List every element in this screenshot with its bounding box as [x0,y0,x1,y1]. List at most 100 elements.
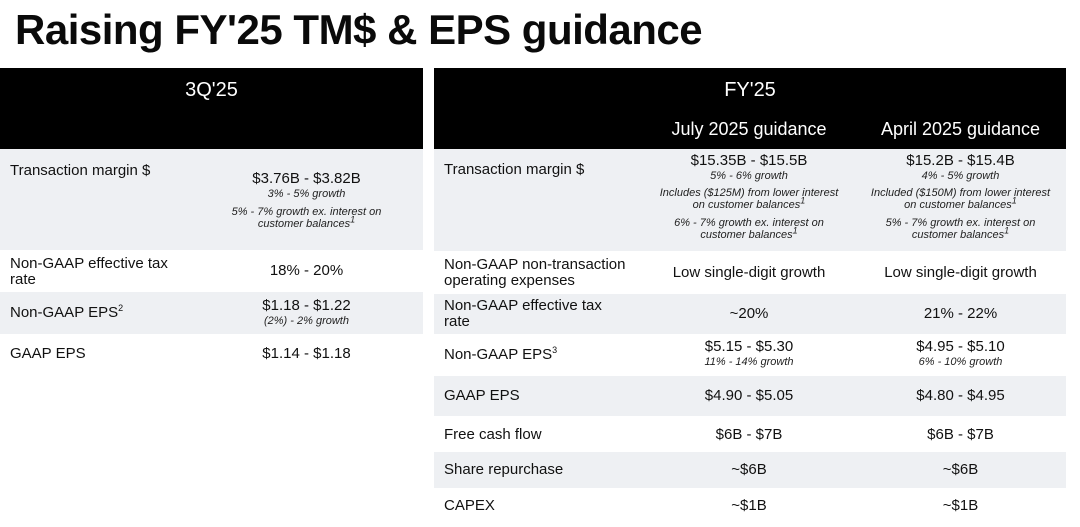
q3-row-non-gaap-eps: Non-GAAP EPS2 $1.18 - $1.22 (2%) - 2% gr… [0,292,423,334]
value-main: $4.80 - $4.95 [916,387,1005,404]
value-main: $1.18 - $1.22 [262,297,351,314]
value-growth: (2%) - 2% growth [264,315,349,327]
label-line2: rate [444,313,470,330]
value-growth: 11% - 14% growth [704,356,794,368]
fy-july-share-repurchase: ~$6B [644,460,854,479]
note-text: customer balances [911,229,1005,241]
label-text: Non-GAAP EPS [444,346,553,363]
row-label: Non-GAAP non-transaction operating expen… [444,257,626,289]
note-text: on customer balances [692,199,801,211]
fy-row-transaction-margin: Transaction margin $ $15.35B - $15.5B 5%… [434,149,1066,251]
value-note-line1: 5% - 7% growth ex. interest on [231,206,382,218]
footnote-1-marker: 1 [350,214,356,225]
value-main: 21% - 22% [923,305,998,322]
footnote-3-marker: 3 [552,345,558,355]
fy-july-transaction-margin: $15.35B - $15.5B 5% - 6% growth Includes… [644,151,854,241]
fy-april-share-repurchase: ~$6B [855,460,1066,479]
fy-april-capex: ~$1B [855,496,1066,515]
page-title: Raising FY'25 TM$ & EPS guidance [15,6,703,53]
label-line1: Non-GAAP effective tax [10,255,168,272]
row-label: Non-GAAP EPS2 [10,303,124,321]
value-main: $5.15 - $5.30 [704,338,794,355]
row-label: Non-GAAP EPS3 [444,345,558,363]
fy-july-non-gaap-eps: $5.15 - $5.30 11% - 14% growth [644,337,854,369]
q3-row-transaction-margin: Transaction margin $ $3.76B - $3.82B 3% … [0,149,423,250]
col-header-april: April 2025 guidance [880,119,1041,139]
note-line3: 6% - 7% growth ex. interest on [674,217,824,229]
fy-row-non-transaction-opex: Non-GAAP non-transaction operating expen… [434,251,1066,294]
q3-row-effective-tax: Non-GAAP effective tax rate 18% - 20% [0,250,423,292]
q3-gaap-eps-value: $1.14 - $1.18 [190,344,423,363]
note-line3: 5% - 7% growth ex. interest on [885,217,1036,229]
fy-april-transaction-margin: $15.2B - $15.4B 4% - 5% growth Included … [855,151,1066,241]
note-text: customer balances [257,218,351,230]
footnote-2-marker: 2 [118,303,124,313]
value-main: $3.76B - $3.82B [252,170,361,187]
fy-april-free-cash-flow: $6B - $7B [855,425,1066,444]
note-line1: Includes ($125M) from lower interest [659,187,839,199]
row-label: Transaction margin $ [10,162,151,179]
q3-non-gaap-eps-value: $1.18 - $1.22 (2%) - 2% growth [190,296,423,328]
fy-row-gaap-eps: GAAP EPS $4.90 - $5.05 $4.80 - $4.95 [434,376,1066,416]
row-label: GAAP EPS [10,345,86,362]
value-main: $15.2B - $15.4B [906,152,1015,169]
fy-april-non-transaction-opex: Low single-digit growth [855,263,1066,282]
row-label: GAAP EPS [444,387,520,404]
label-line1: Non-GAAP effective tax [444,297,602,314]
row-label: Non-GAAP effective tax rate [444,298,602,330]
label-line1: Non-GAAP non-transaction [444,256,626,273]
fy-row-share-repurchase: Share repurchase ~$6B ~$6B [434,452,1066,488]
row-label: Free cash flow [444,426,542,443]
note-line4: customer balances1 [644,226,854,241]
fy-july-free-cash-flow: $6B - $7B [644,425,854,444]
note-line1: Included ($150M) from lower interest [870,187,1051,199]
q3-transaction-margin-value: $3.76B - $3.82B 3% - 5% growth 5% - 7% g… [190,169,423,230]
note-line2: on customer balances1 [644,196,854,211]
value-growth: 4% - 5% growth [921,170,1000,182]
note-line4: customer balances1 [855,226,1066,241]
col-header-july: July 2025 guidance [671,119,827,139]
footnote-1-marker: 1 [1004,225,1010,236]
row-label: Share repurchase [444,461,564,478]
value-main: ~$1B [731,497,767,514]
fy-header: FY'25 July 2025 guidance April 2025 guid… [434,68,1066,149]
label-line2: rate [10,271,36,288]
row-label: CAPEX [444,497,495,514]
value-main: Low single-digit growth [884,264,1037,281]
fy-july-non-transaction-opex: Low single-digit growth [644,263,854,282]
label-text: Non-GAAP EPS [10,304,119,321]
q3-header: 3Q'25 [0,68,423,149]
note-line2: on customer balances1 [855,196,1066,211]
value-main: ~$6B [731,461,767,478]
fy-row-effective-tax: Non-GAAP effective tax rate ~20% 21% - 2… [434,294,1066,334]
fy-april-non-gaap-eps: $4.95 - $5.10 6% - 10% growth [855,337,1066,369]
fy-row-non-gaap-eps: Non-GAAP EPS3 $5.15 - $5.30 11% - 14% gr… [434,334,1066,376]
row-label: Transaction margin $ [444,161,585,178]
fy-april-effective-tax: 21% - 22% [855,304,1066,323]
fy-april-gaap-eps: $4.80 - $4.95 [855,386,1066,405]
fy-row-free-cash-flow: Free cash flow $6B - $7B $6B - $7B [434,416,1066,452]
fy-july-capex: ~$1B [644,496,854,515]
row-label: Non-GAAP effective tax rate [10,256,168,288]
value-note-line2: customer balances1 [190,215,423,230]
q3-guidance-panel: 3Q'25 Transaction margin $ $3.76B - $3.8… [0,68,423,374]
value-main: $6B - $7B [927,426,994,443]
value-growth: 3% - 5% growth [267,188,346,200]
value-main: $4.95 - $5.10 [916,338,1005,355]
fy-row-capex: CAPEX ~$1B ~$1B [434,488,1066,524]
q3-header-title: 3Q'25 [185,79,238,101]
fy-july-gaap-eps: $4.90 - $5.05 [644,386,854,405]
note-text: customer balances [700,229,793,241]
value-main: ~$6B [942,461,979,478]
value-main: ~$1B [942,497,979,514]
value-main: 18% - 20% [269,262,344,279]
fy-july-effective-tax: ~20% [644,304,854,323]
fy-guidance-panel: FY'25 July 2025 guidance April 2025 guid… [434,68,1066,524]
value-main: Low single-digit growth [672,264,826,281]
fy-header-title: FY'25 [724,79,776,101]
label-line2: operating expenses [444,272,575,289]
value-main: $6B - $7B [715,426,783,443]
value-main: $4.90 - $5.05 [704,387,794,404]
value-growth: 6% - 10% growth [918,356,1003,368]
footnote-1-marker: 1 [800,195,806,206]
